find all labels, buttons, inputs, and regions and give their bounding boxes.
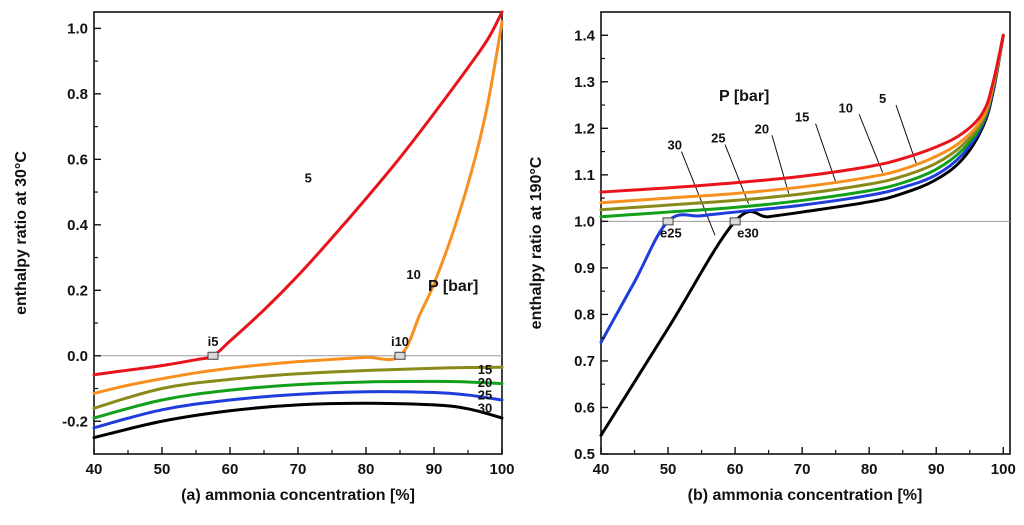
label-leader-line: [680, 151, 716, 236]
y-tick-label: 0.9: [574, 260, 595, 277]
y-tick-label: -0.2: [62, 413, 88, 430]
x-tick-label: 70: [290, 461, 307, 478]
panel-a-x-axis-label: (a) ammonia concentration [%]: [181, 487, 415, 504]
curve-label-20: 20: [478, 375, 492, 390]
panel-b-frame: [600, 11, 1011, 455]
x-tick-label: 100: [991, 461, 1016, 478]
y-tick-label: 0.2: [67, 282, 88, 299]
panel-a-frame: [93, 11, 503, 455]
y-tick-label: 0.8: [574, 306, 595, 323]
series-20-bar-line: [92, 379, 504, 420]
panel-b-legend-title: P [bar]: [719, 88, 769, 105]
y-tick-label: 0.0: [67, 348, 88, 365]
curve-label-10: 10: [838, 100, 852, 115]
y-tick-label: 1.4: [574, 27, 596, 44]
series-15-bar-line: [92, 365, 504, 410]
y-tick-label: 1.2: [574, 120, 595, 137]
y-tick-label: 1.0: [574, 213, 595, 230]
x-tick-label: 90: [928, 461, 945, 478]
y-tick-label: 0.6: [574, 399, 595, 416]
panel-b-chart: e25 e30 40 50 60 70 80 90 100 0.5 0.6 0.7 0.8 0.9 1.…: [528, 11, 1016, 504]
marker-i5: [207, 351, 219, 360]
curve-label-5: 5: [305, 170, 312, 185]
marker-label-e25: e25: [660, 225, 682, 240]
panel-a-x-ticks: 40 50 60 70 80 90 100: [86, 447, 515, 478]
y-tick-label: 0.5: [574, 446, 595, 463]
series-25-bar-line: [92, 390, 504, 430]
panel-a-chart: i5 i10 40 50 60 70 80 90 100 -0.2 0.0 0.2 0.4 0.6 0.…: [13, 10, 515, 504]
y-tick-label: 0.8: [67, 86, 88, 103]
x-tick-label: 60: [222, 461, 239, 478]
panel-a-y-axis-label: enthalpy ratio at 30°C: [13, 151, 30, 315]
curve-label-10: 10: [406, 267, 420, 282]
panel-b-x-axis-label: (b) ammonia concentration [%]: [688, 487, 923, 504]
x-tick-label: 80: [861, 461, 878, 478]
y-tick-label: 1.3: [574, 74, 595, 91]
x-tick-label: 50: [660, 461, 677, 478]
curve-label-20: 20: [755, 121, 769, 136]
y-tick-label: 1.1: [574, 167, 595, 184]
curve-label-30: 30: [478, 401, 492, 416]
curve-label-15: 15: [795, 110, 809, 125]
marker-e25: [662, 217, 674, 226]
panel-a-y-ticks: -0.2 0.0 0.2 0.4 0.6 0.8 1.0: [62, 20, 101, 430]
marker-i10: [394, 351, 406, 360]
curve-label-25: 25: [711, 131, 725, 146]
curve-label-30: 30: [668, 138, 682, 153]
marker-label-e30: e30: [737, 225, 759, 240]
series-10-bar-line: [92, 20, 504, 395]
x-tick-label: 80: [358, 461, 375, 478]
panel-b-markers-group: e25 e30: [660, 217, 759, 240]
y-tick-label: 1.0: [67, 20, 88, 37]
series-30-bar-line: [92, 401, 504, 440]
panel-b-y-axis-label: enthalpy ratio at 190°C: [528, 156, 545, 329]
curve-label-25: 25: [478, 387, 492, 402]
x-tick-label: 40: [593, 461, 610, 478]
panel-b-y-ticks: 0.5 0.6 0.7 0.8 0.9 1.0 1.1 1.2 1.3 1.4: [574, 27, 608, 463]
series-10-bar-line: [599, 33, 1005, 205]
x-tick-label: 60: [727, 461, 744, 478]
label-leader-line: [895, 104, 917, 164]
y-tick-label: 0.7: [574, 353, 595, 370]
curve-label-5: 5: [879, 91, 886, 106]
panel-a-legend-title: P [bar]: [428, 278, 478, 295]
panel-b-label-leaders: [680, 104, 917, 236]
series-5-bar-line: [599, 33, 1005, 194]
panel-b-curve-labels: 5 10 15 20 25 30: [668, 91, 887, 153]
x-tick-label: 90: [426, 461, 443, 478]
panel-b-x-ticks: 40 50 60 70 80 90 100: [593, 447, 1016, 478]
marker-label-i5: i5: [208, 334, 219, 349]
x-tick-label: 70: [794, 461, 811, 478]
marker-label-i10: i10: [391, 334, 409, 349]
panel-a-markers-group: i5 i10: [207, 334, 409, 360]
panel-a-series-group: [92, 10, 504, 440]
series-5-bar-line: [92, 10, 504, 377]
label-leader-line: [858, 114, 884, 173]
y-tick-label: 0.6: [67, 151, 88, 168]
curve-label-15: 15: [478, 362, 492, 377]
x-tick-label: 50: [154, 461, 171, 478]
y-tick-label: 0.4: [67, 217, 89, 234]
x-tick-label: 40: [86, 461, 103, 478]
label-leader-line: [771, 135, 790, 194]
marker-e30: [729, 217, 741, 226]
x-tick-label: 100: [489, 461, 514, 478]
